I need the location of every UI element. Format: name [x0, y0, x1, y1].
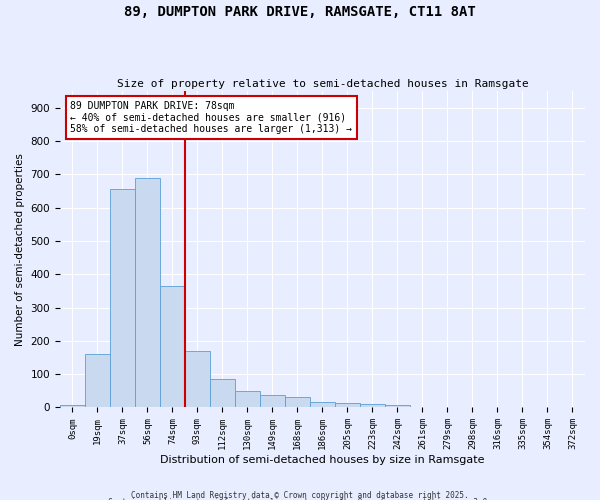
Text: Contains public sector information licensed under the Open Government Licence v3: Contains public sector information licen… [108, 498, 492, 500]
Text: 89, DUMPTON PARK DRIVE, RAMSGATE, CT11 8AT: 89, DUMPTON PARK DRIVE, RAMSGATE, CT11 8… [124, 5, 476, 19]
Bar [260, 395, 285, 407]
Bar [185, 351, 210, 408]
Bar [110, 190, 135, 408]
Bar [210, 379, 235, 408]
Text: Contains HM Land Registry data © Crown copyright and database right 2025.: Contains HM Land Registry data © Crown c… [131, 490, 469, 500]
Bar [385, 405, 410, 407]
Bar [160, 286, 185, 408]
Y-axis label: Number of semi-detached properties: Number of semi-detached properties [15, 153, 25, 346]
Bar [60, 405, 85, 407]
Bar [360, 404, 385, 407]
Bar [285, 397, 310, 407]
X-axis label: Distribution of semi-detached houses by size in Ramsgate: Distribution of semi-detached houses by … [160, 455, 485, 465]
Title: Size of property relative to semi-detached houses in Ramsgate: Size of property relative to semi-detach… [116, 79, 529, 89]
Bar [335, 403, 360, 407]
Text: 89 DUMPTON PARK DRIVE: 78sqm
← 40% of semi-detached houses are smaller (916)
58%: 89 DUMPTON PARK DRIVE: 78sqm ← 40% of se… [70, 100, 352, 134]
Bar [135, 178, 160, 408]
Bar [235, 391, 260, 407]
Bar [310, 402, 335, 407]
Bar [85, 354, 110, 408]
